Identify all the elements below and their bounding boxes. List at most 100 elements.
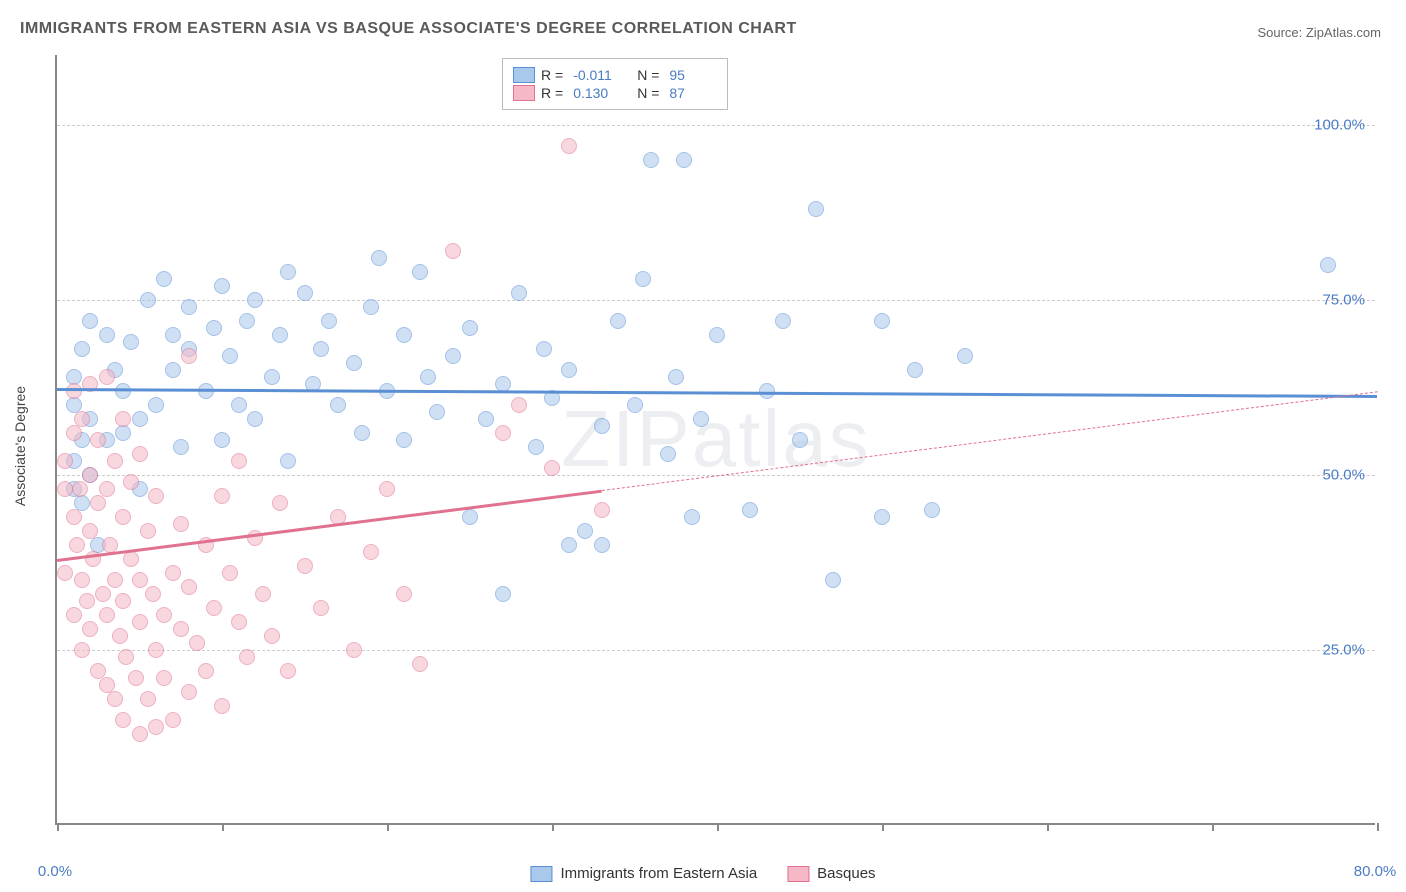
bottom-legend: Immigrants from Eastern Asia Basques — [530, 865, 875, 882]
scatter-point — [107, 572, 123, 588]
scatter-point — [132, 572, 148, 588]
scatter-point — [95, 586, 111, 602]
scatter-point — [107, 691, 123, 707]
x-tick — [1047, 823, 1049, 831]
scatter-point — [561, 362, 577, 378]
scatter-point — [239, 313, 255, 329]
scatter-point — [396, 586, 412, 602]
scatter-point — [594, 502, 610, 518]
scatter-point — [181, 299, 197, 315]
scatter-point — [396, 432, 412, 448]
scatter-point — [132, 726, 148, 742]
x-tick — [1212, 823, 1214, 831]
legend-series-name: Immigrants from Eastern Asia — [560, 865, 757, 882]
scatter-point — [165, 327, 181, 343]
scatter-point — [173, 516, 189, 532]
watermark: ZIPatlas — [561, 393, 870, 485]
scatter-point — [115, 425, 131, 441]
x-tick — [57, 823, 59, 831]
scatter-point — [82, 621, 98, 637]
x-tick — [552, 823, 554, 831]
scatter-point — [107, 453, 123, 469]
scatter-point — [363, 299, 379, 315]
scatter-point — [693, 411, 709, 427]
scatter-point — [371, 250, 387, 266]
scatter-point — [112, 628, 128, 644]
scatter-point — [643, 152, 659, 168]
scatter-point — [74, 341, 90, 357]
scatter-point — [148, 488, 164, 504]
scatter-point — [610, 313, 626, 329]
legend-row: R = -0.011N = 95 — [513, 67, 717, 83]
scatter-point — [214, 698, 230, 714]
scatter-point — [123, 474, 139, 490]
scatter-point — [165, 565, 181, 581]
scatter-point — [74, 572, 90, 588]
scatter-point — [354, 425, 370, 441]
scatter-point — [148, 397, 164, 413]
scatter-point — [412, 656, 428, 672]
scatter-point — [222, 348, 238, 364]
legend-swatch — [513, 85, 535, 101]
scatter-point — [99, 327, 115, 343]
scatter-point — [231, 397, 247, 413]
scatter-point — [445, 348, 461, 364]
scatter-point — [206, 320, 222, 336]
legend-r-label: R = — [541, 67, 563, 83]
legend-swatch — [787, 866, 809, 882]
scatter-point — [123, 334, 139, 350]
scatter-point — [115, 509, 131, 525]
scatter-point — [627, 397, 643, 413]
bottom-legend-item: Basques — [787, 865, 875, 882]
scatter-point — [511, 397, 527, 413]
legend-swatch — [513, 67, 535, 83]
scatter-point — [173, 621, 189, 637]
scatter-point — [132, 614, 148, 630]
scatter-point — [118, 649, 134, 665]
scatter-point — [280, 264, 296, 280]
scatter-point — [214, 488, 230, 504]
scatter-point — [181, 579, 197, 595]
scatter-point — [594, 418, 610, 434]
scatter-point — [264, 628, 280, 644]
x-tick — [882, 823, 884, 831]
legend-n-label: N = — [637, 85, 659, 101]
scatter-point — [231, 614, 247, 630]
gridline-horizontal — [57, 125, 1375, 126]
scatter-point — [445, 243, 461, 259]
scatter-point — [412, 264, 428, 280]
x-tick — [1377, 823, 1379, 831]
scatter-point — [321, 313, 337, 329]
scatter-point — [82, 523, 98, 539]
scatter-point — [297, 285, 313, 301]
scatter-point — [156, 670, 172, 686]
scatter-point — [957, 348, 973, 364]
scatter-point — [536, 341, 552, 357]
scatter-point — [635, 271, 651, 287]
scatter-point — [115, 712, 131, 728]
scatter-point — [99, 369, 115, 385]
scatter-point — [82, 467, 98, 483]
scatter-point — [346, 642, 362, 658]
plot-area: ZIPatlas R = -0.011N = 95R = 0.130N = 87… — [55, 55, 1375, 825]
scatter-point — [420, 369, 436, 385]
scatter-point — [313, 341, 329, 357]
scatter-point — [561, 537, 577, 553]
scatter-point — [148, 719, 164, 735]
scatter-point — [231, 453, 247, 469]
scatter-point — [544, 460, 560, 476]
scatter-point — [363, 544, 379, 560]
scatter-point — [140, 523, 156, 539]
scatter-point — [462, 509, 478, 525]
scatter-point — [198, 663, 214, 679]
scatter-point — [297, 558, 313, 574]
scatter-point — [123, 551, 139, 567]
scatter-point — [181, 684, 197, 700]
scatter-point — [577, 523, 593, 539]
scatter-point — [511, 285, 527, 301]
scatter-point — [57, 565, 73, 581]
scatter-point — [272, 495, 288, 511]
scatter-point — [66, 509, 82, 525]
x-tick-label: 80.0% — [1354, 863, 1397, 880]
x-tick — [387, 823, 389, 831]
